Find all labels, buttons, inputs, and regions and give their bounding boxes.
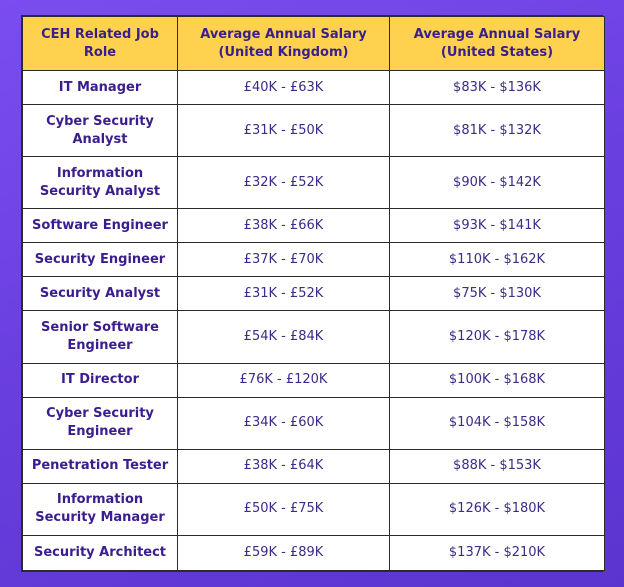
table-row: Information Security Analyst £32K - £52K… (22, 156, 605, 210)
salary-table: CEH Related Job Role Average Annual Sala… (22, 16, 605, 572)
us-salary-cell: $100K - $168K (389, 362, 605, 398)
job-role-cell: Security Architect (22, 534, 178, 572)
us-salary-cell: $88K - $153K (389, 448, 605, 484)
table-row: Penetration Tester £38K - £64K $88K - $1… (22, 448, 605, 484)
uk-salary-cell: £32K - £52K (177, 156, 390, 210)
uk-salary-cell: £50K - £75K (177, 482, 390, 536)
table-row: IT Director £76K - £120K $100K - $168K (22, 362, 605, 398)
uk-salary-cell: £38K - £66K (177, 208, 390, 244)
table-row: Senior Software Engineer £54K - £84K $12… (22, 310, 605, 364)
uk-salary-cell: £31K - £52K (177, 276, 390, 312)
uk-salary-cell: £37K - £70K (177, 242, 390, 278)
table-row: Security Analyst £31K - £52K $75K - $130… (22, 276, 605, 312)
table-row: Cyber Security Analyst £31K - £50K $81K … (22, 104, 605, 158)
header-us-salary: Average Annual Salary (United States) (389, 16, 605, 71)
uk-salary-cell: £38K - £64K (177, 448, 390, 484)
us-salary-cell: $126K - $180K (389, 482, 605, 536)
job-role-cell: Information Security Manager (22, 482, 178, 536)
header-job-role: CEH Related Job Role (22, 16, 178, 71)
job-role-cell: Information Security Analyst (22, 156, 178, 210)
uk-salary-cell: £40K - £63K (177, 69, 390, 106)
job-role-cell: Cyber Security Engineer (22, 396, 178, 450)
job-role-cell: Cyber Security Analyst (22, 104, 178, 158)
header-uk-salary: Average Annual Salary (United Kingdom) (177, 16, 390, 71)
uk-salary-cell: £59K - £89K (177, 534, 390, 572)
us-salary-cell: $110K - $162K (389, 242, 605, 278)
uk-salary-cell: £34K - £60K (177, 396, 390, 450)
us-salary-cell: $137K - $210K (389, 534, 605, 572)
table-row: Software Engineer £38K - £66K $93K - $14… (22, 208, 605, 244)
uk-salary-cell: £76K - £120K (177, 362, 390, 398)
table-row: IT Manager £40K - £63K $83K - $136K (22, 69, 605, 106)
job-role-cell: Penetration Tester (22, 448, 178, 484)
job-role-cell: Software Engineer (22, 208, 178, 244)
table-header-row: CEH Related Job Role Average Annual Sala… (22, 16, 605, 71)
job-role-cell: IT Manager (22, 69, 178, 106)
uk-salary-cell: £31K - £50K (177, 104, 390, 158)
us-salary-cell: $120K - $178K (389, 310, 605, 364)
us-salary-cell: $104K - $158K (389, 396, 605, 450)
us-salary-cell: $83K - $136K (389, 69, 605, 106)
table-row: Cyber Security Engineer £34K - £60K $104… (22, 396, 605, 450)
job-role-cell: Security Analyst (22, 276, 178, 312)
table-row: Information Security Manager £50K - £75K… (22, 482, 605, 536)
us-salary-cell: $93K - $141K (389, 208, 605, 244)
job-role-cell: Security Engineer (22, 242, 178, 278)
us-salary-cell: $90K - $142K (389, 156, 605, 210)
us-salary-cell: $81K - $132K (389, 104, 605, 158)
job-role-cell: Senior Software Engineer (22, 310, 178, 364)
table-row: Security Architect £59K - £89K $137K - $… (22, 534, 605, 572)
table-row: Security Engineer £37K - £70K $110K - $1… (22, 242, 605, 278)
us-salary-cell: $75K - $130K (389, 276, 605, 312)
job-role-cell: IT Director (22, 362, 178, 398)
uk-salary-cell: £54K - £84K (177, 310, 390, 364)
salary-table-container: CEH Related Job Role Average Annual Sala… (21, 15, 605, 572)
